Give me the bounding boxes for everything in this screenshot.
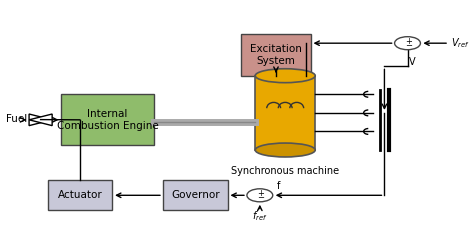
FancyBboxPatch shape: [163, 180, 228, 210]
Text: Internal
Combustion Engine: Internal Combustion Engine: [57, 109, 158, 131]
Text: f: f: [277, 181, 280, 191]
Text: Excitation
System: Excitation System: [250, 44, 302, 66]
FancyBboxPatch shape: [47, 180, 112, 210]
Text: V: V: [409, 57, 415, 67]
Bar: [255, 76, 315, 150]
Polygon shape: [29, 114, 52, 126]
Text: Actuator: Actuator: [57, 190, 102, 200]
Text: $V_{ref}$: $V_{ref}$: [451, 36, 470, 50]
Circle shape: [247, 189, 273, 202]
Circle shape: [394, 37, 420, 50]
Text: −: −: [405, 41, 411, 50]
Ellipse shape: [255, 69, 315, 83]
Text: +: +: [257, 189, 264, 198]
Polygon shape: [29, 114, 52, 126]
Text: +: +: [405, 37, 411, 46]
Ellipse shape: [255, 143, 315, 157]
Text: $f_{ref}$: $f_{ref}$: [252, 209, 268, 223]
FancyBboxPatch shape: [62, 94, 154, 145]
FancyBboxPatch shape: [241, 34, 310, 76]
Text: Fuel: Fuel: [6, 114, 27, 124]
Text: Synchronous machine: Synchronous machine: [231, 166, 339, 176]
Text: −: −: [257, 193, 264, 202]
Text: Governor: Governor: [171, 190, 219, 200]
